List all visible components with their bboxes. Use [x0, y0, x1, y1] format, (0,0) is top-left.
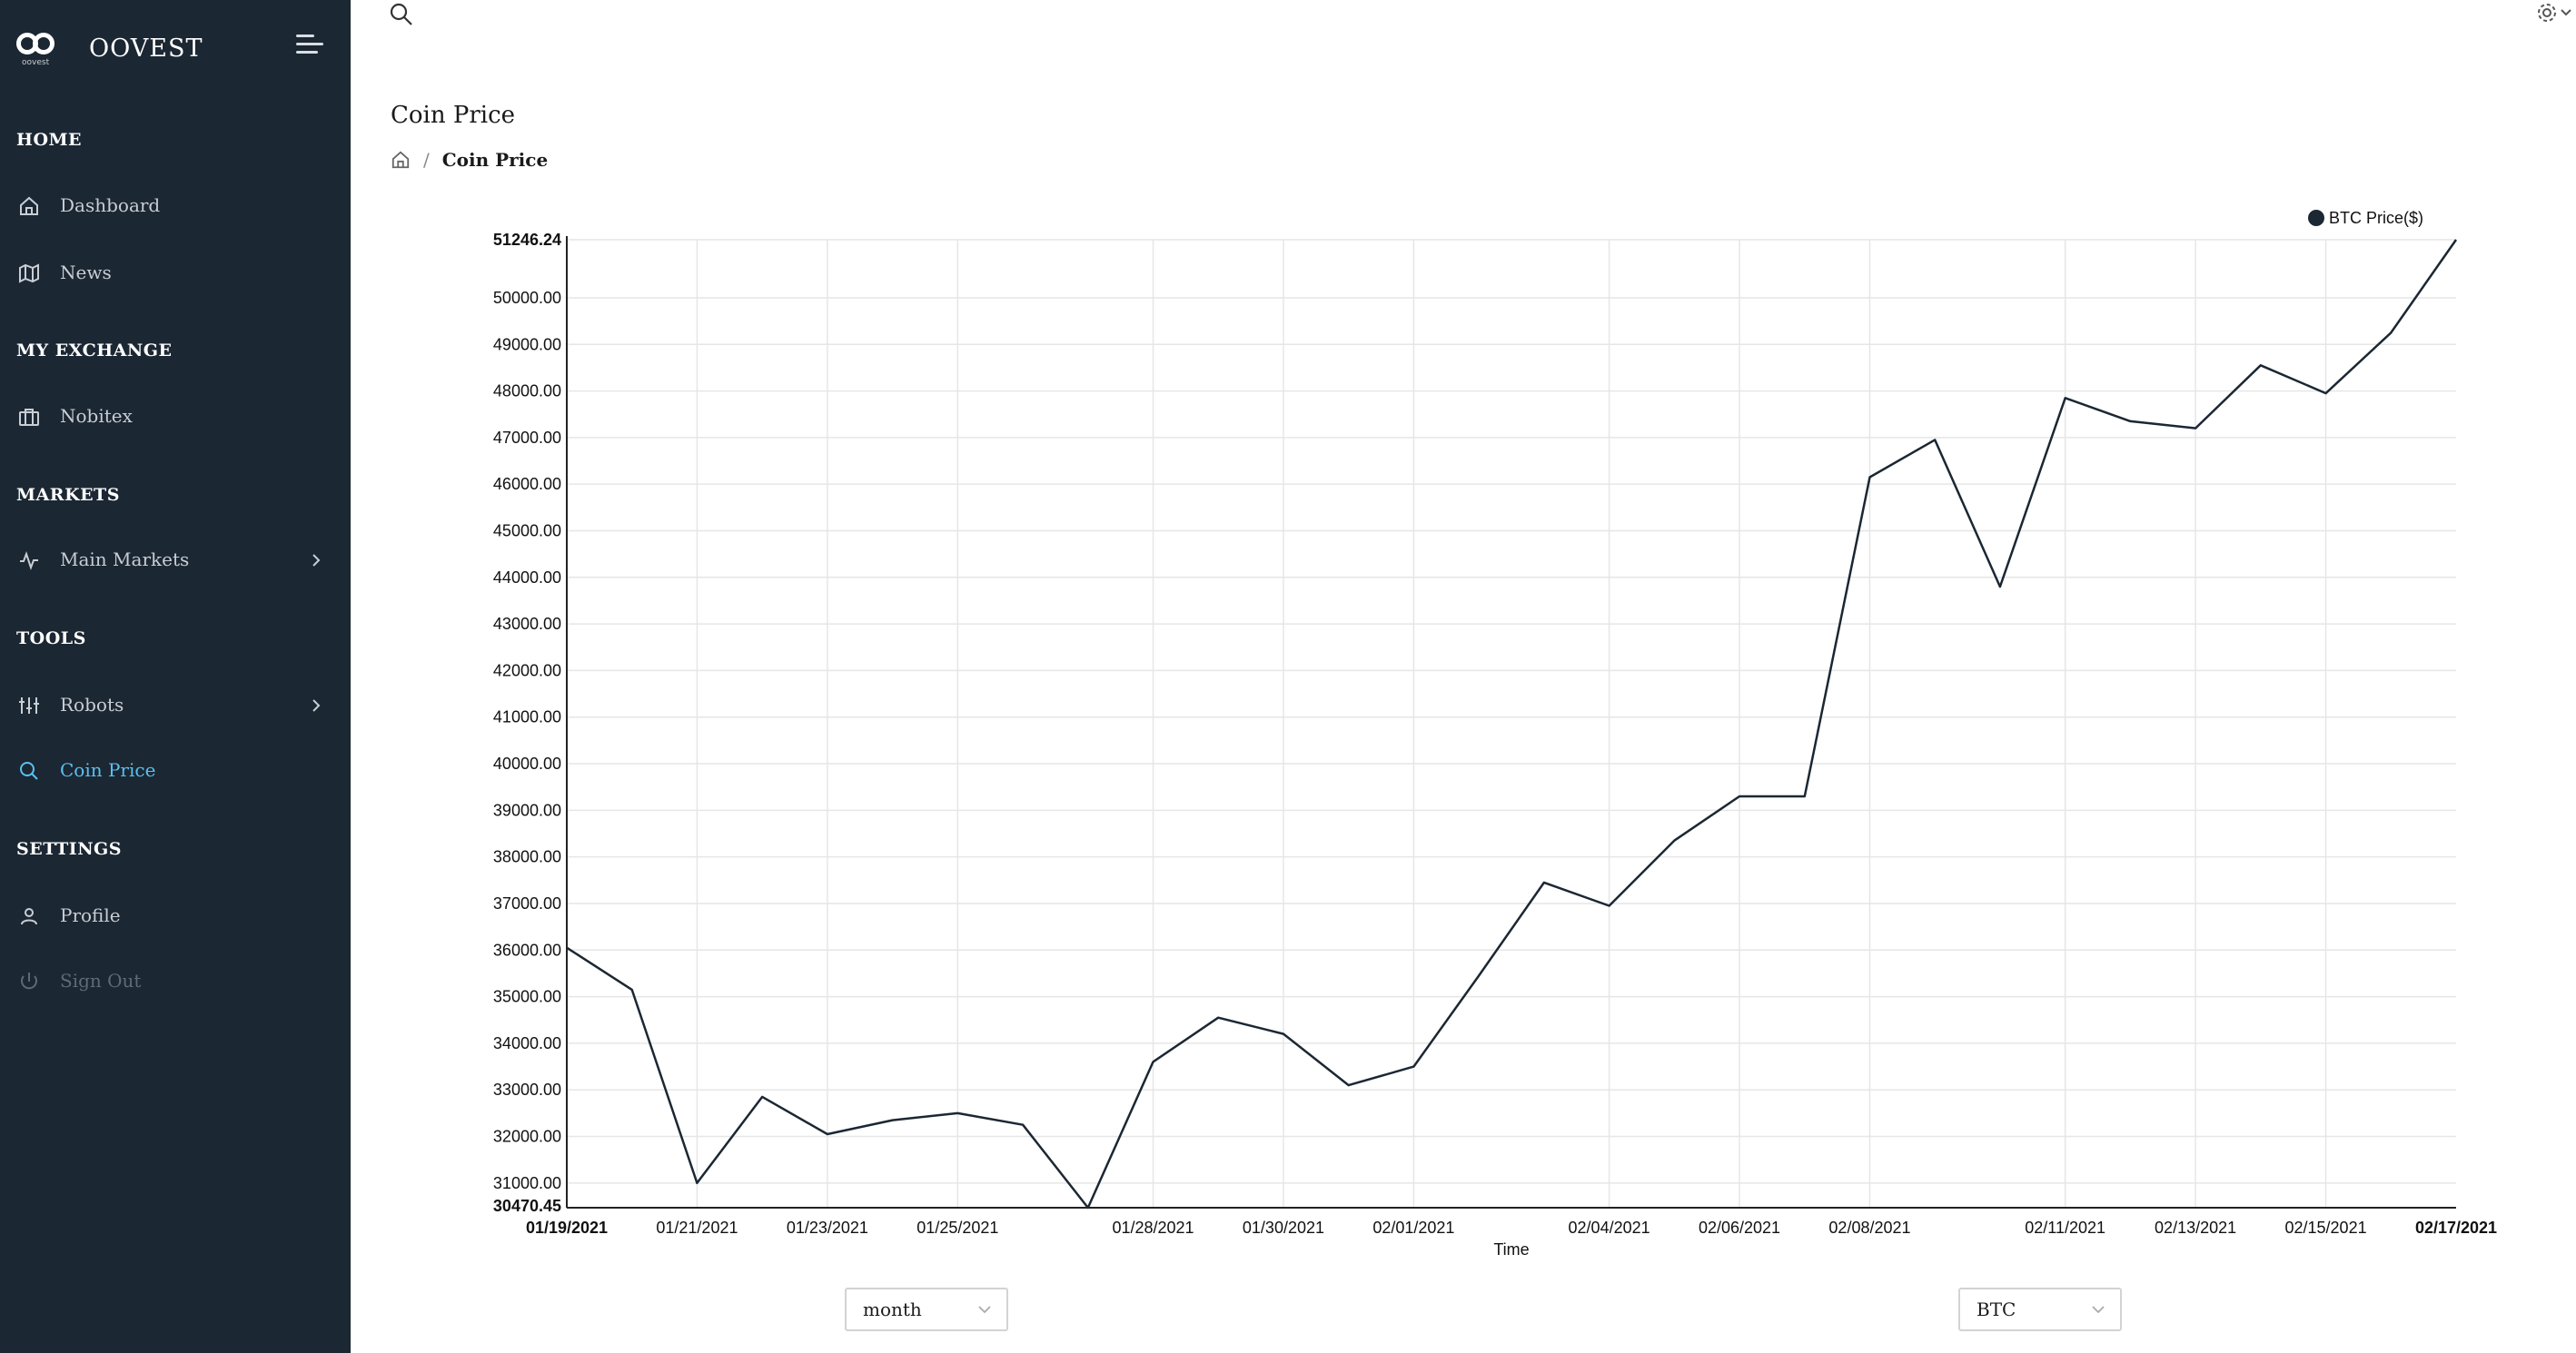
sidebar-item-label: Main Markets: [60, 548, 190, 570]
sidebar: oovest OOVEST HOME Dashboard News MY EXC…: [0, 0, 351, 1353]
brand-mini-label: oovest: [22, 58, 50, 67]
chevron-right-icon: [312, 699, 321, 712]
sidebar-item-sign-out[interactable]: Sign Out: [0, 959, 351, 1004]
x-tick-label: 01/25/2021: [916, 1219, 998, 1237]
x-tick-label: 01/28/2021: [1112, 1219, 1194, 1237]
y-tick-label: 41000.00: [493, 708, 561, 726]
chevron-right-icon: [312, 554, 321, 567]
y-tick-label: 37000.00: [493, 894, 561, 913]
brand[interactable]: oovest OOVEST: [16, 25, 203, 71]
sidebar-item-label: Dashboard: [60, 194, 161, 216]
y-tick-label: 42000.00: [493, 661, 561, 679]
x-tick-label: 02/15/2021: [2285, 1219, 2367, 1237]
y-tick-label: 44000.00: [493, 568, 561, 587]
period-select[interactable]: month: [845, 1288, 1008, 1331]
sidebar-item-nobitex[interactable]: Nobitex: [0, 394, 351, 439]
page-title: Coin Price: [391, 102, 516, 129]
section-title-tools: TOOLS: [16, 628, 86, 648]
breadcrumb-current: Coin Price: [441, 149, 549, 171]
y-tick-label: 35000.00: [493, 988, 561, 1006]
map-icon: [19, 263, 39, 283]
sidebar-item-label: Profile: [60, 904, 121, 926]
home-icon[interactable]: [391, 150, 411, 170]
y-tick-label: 31000.00: [493, 1174, 561, 1192]
y-tick-label: 45000.00: [493, 521, 561, 539]
oovest-logo: oovest: [16, 27, 58, 69]
x-tick-label: 02/01/2021: [1372, 1219, 1454, 1237]
coin-select-value: BTC: [1977, 1299, 2016, 1320]
x-tick-label: 01/23/2021: [787, 1219, 868, 1237]
sidebar-item-label: News: [60, 262, 112, 283]
sidebar-item-robots[interactable]: Robots: [0, 683, 351, 728]
period-select-value: month: [863, 1299, 922, 1320]
legend-label: BTC Price($): [2329, 209, 2423, 227]
sidebar-item-label: Sign Out: [60, 970, 142, 992]
y-tick-label: 48000.00: [493, 382, 561, 400]
y-tick-label: 40000.00: [493, 755, 561, 773]
x-tick-label: 02/04/2021: [1569, 1219, 1650, 1237]
y-tick-label: 43000.00: [493, 615, 561, 633]
sliders-icon: [19, 697, 39, 714]
power-icon: [21, 973, 37, 990]
activity-icon: [20, 551, 38, 570]
y-tick-label: 47000.00: [493, 429, 561, 447]
section-title-my-exchange: MY EXCHANGE: [16, 341, 173, 360]
breadcrumb: / Coin Price: [391, 149, 548, 171]
y-tick-label: 32000.00: [493, 1128, 561, 1146]
home-icon: [20, 196, 38, 215]
y-min-label: 30470.45: [493, 1197, 561, 1215]
x-axis-title: Time: [1493, 1240, 1529, 1259]
legend-marker: [2308, 210, 2324, 226]
x-last-label: 02/17/2021: [2415, 1219, 2497, 1237]
section-title-markets: MARKETS: [16, 485, 120, 505]
y-tick-label: 36000.00: [493, 941, 561, 959]
section-title-settings: SETTINGS: [16, 839, 123, 859]
sidebar-item-label: Nobitex: [60, 405, 133, 427]
chevron-down-icon: [2092, 1306, 2105, 1314]
y-tick-label: 38000.00: [493, 848, 561, 866]
x-tick-label: 02/06/2021: [1699, 1219, 1780, 1237]
section-title-home: HOME: [16, 130, 83, 150]
settings-gear-icon[interactable]: [2536, 0, 2572, 25]
x-tick-label: 02/08/2021: [1828, 1219, 1910, 1237]
menu-toggle-icon[interactable]: [296, 35, 323, 56]
y-max-label: 51246.24: [493, 231, 561, 249]
chevron-down-icon: [978, 1306, 991, 1314]
search-icon: [20, 762, 38, 780]
sidebar-item-coin-price[interactable]: Coin Price: [0, 748, 351, 794]
y-tick-label: 33000.00: [493, 1081, 561, 1099]
x-tick-label: 02/11/2021: [2025, 1219, 2105, 1237]
user-icon: [21, 908, 37, 925]
x-tick-label: 02/13/2021: [2155, 1219, 2236, 1237]
x-tick-label: 01/21/2021: [656, 1219, 738, 1237]
breadcrumb-separator: /: [423, 149, 430, 171]
y-tick-label: 50000.00: [493, 289, 561, 307]
sidebar-item-label: Robots: [60, 694, 124, 716]
btc-price-line: [566, 239, 2458, 1210]
sidebar-item-label: Coin Price: [60, 759, 156, 781]
y-tick-label: 34000.00: [493, 1034, 561, 1052]
briefcase-icon: [19, 409, 39, 426]
sidebar-item-profile[interactable]: Profile: [0, 894, 351, 939]
y-tick-label: 46000.00: [493, 475, 561, 493]
x-first-label: 01/19/2021: [526, 1219, 608, 1237]
x-tick-label: 01/30/2021: [1243, 1219, 1324, 1237]
sidebar-item-news[interactable]: News: [0, 251, 351, 296]
sidebar-item-dashboard[interactable]: Dashboard: [0, 183, 351, 229]
brand-name: OOVEST: [89, 34, 203, 63]
y-tick-label: 39000.00: [493, 801, 561, 819]
coin-select[interactable]: BTC: [1958, 1288, 2122, 1331]
search-icon[interactable]: [389, 2, 414, 27]
sidebar-item-main-markets[interactable]: Main Markets: [0, 538, 351, 583]
y-tick-label: 49000.00: [493, 335, 561, 353]
